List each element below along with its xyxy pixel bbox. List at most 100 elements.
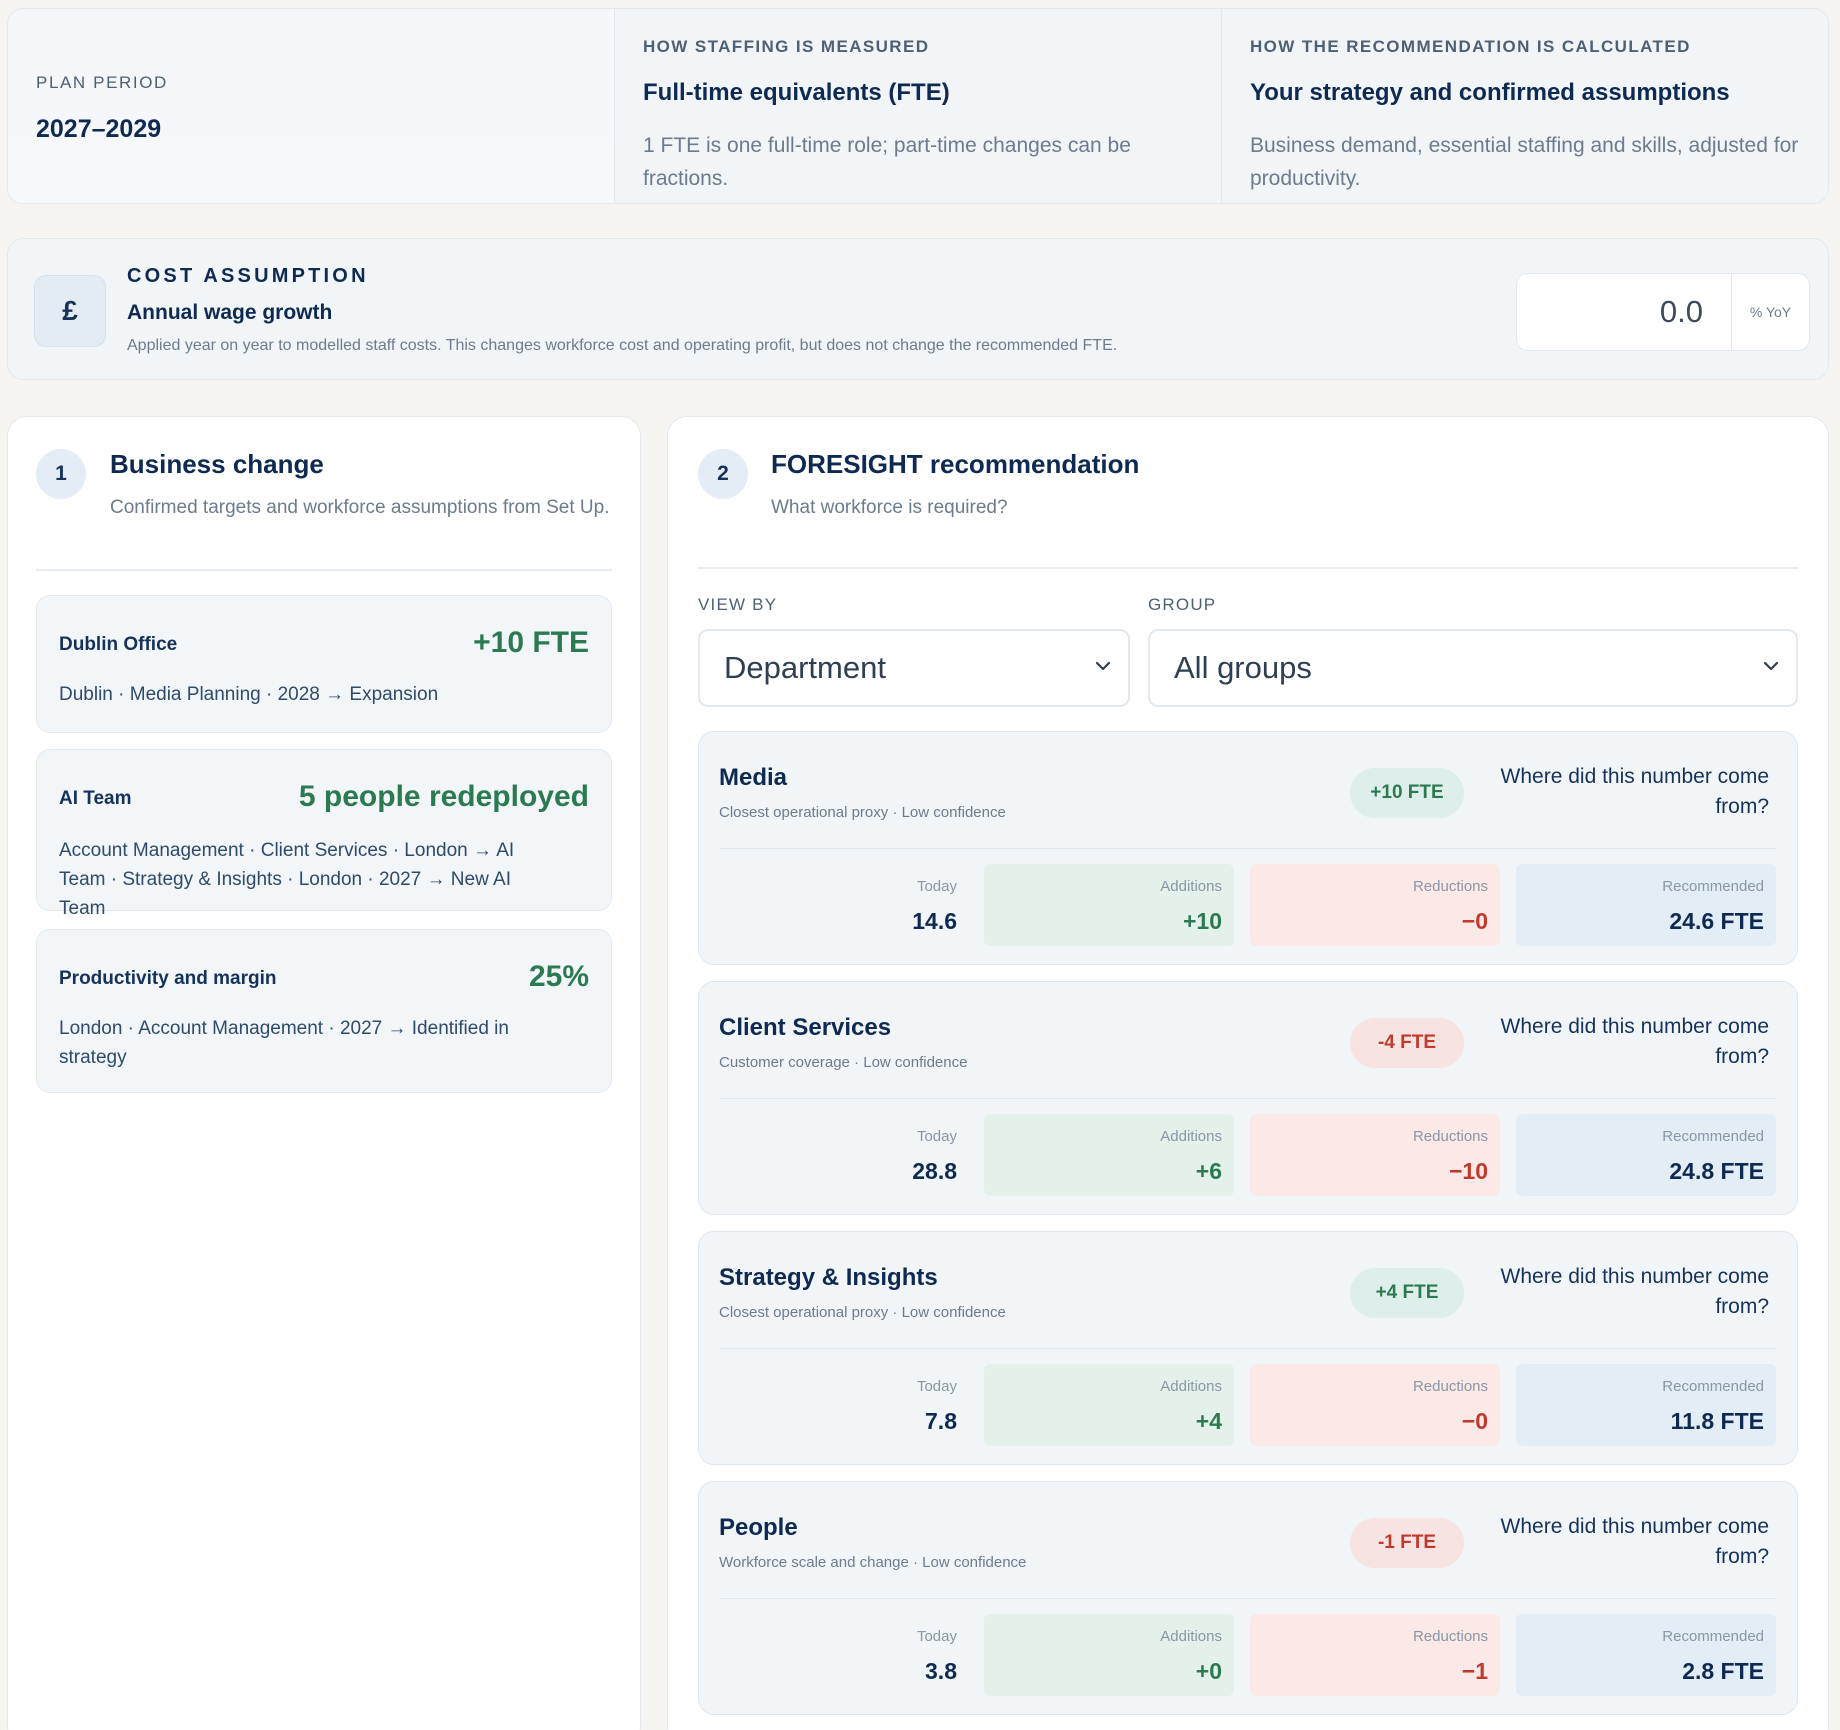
stat-value: 2.8 FTE: [1682, 1658, 1764, 1684]
stat-label: Additions: [1160, 1378, 1222, 1395]
chevron-down-icon: [1763, 661, 1779, 671]
staffing-measure-desc: 1 FTE is one full-time role; part-time c…: [643, 134, 1131, 190]
department-basis: Workforce scale and change · Low confide…: [719, 1554, 1027, 1571]
stat-recommended: Recommended 24.8 FTE: [1516, 1114, 1776, 1196]
department-name: Client Services: [719, 1014, 892, 1041]
business-change-title: Business change: [110, 449, 324, 479]
change-name: Dublin Office: [59, 634, 178, 655]
stat-today: Today 28.8: [719, 1114, 969, 1196]
step-badge-1: 1: [36, 449, 86, 499]
department-divider: [719, 1098, 1777, 1099]
change-card-productivity[interactable]: Productivity and margin 25% London · Acc…: [36, 929, 612, 1093]
business-change-panel: 1 Business change Confirmed targets and …: [7, 416, 641, 1730]
stat-label: Recommended: [1662, 1128, 1764, 1145]
cost-assumption-kicker: COST ASSUMPTION: [127, 265, 369, 287]
stat-additions: Additions +6: [984, 1114, 1234, 1196]
staffing-measure-label: HOW STAFFING IS MEASURED: [643, 37, 930, 56]
stat-label: Reductions: [1412, 1378, 1488, 1395]
calculation-title: Your strategy and confirmed assumptions: [1250, 79, 1730, 106]
number-source-link[interactable]: Where did this number come from?: [1500, 1515, 1769, 1568]
department-card-people: People Workforce scale and change · Low …: [698, 1481, 1798, 1715]
fte-change-badge: -4 FTE: [1350, 1018, 1464, 1068]
stat-label: Today: [916, 878, 957, 895]
department-basis: Closest operational proxy · Low confiden…: [719, 1304, 1006, 1321]
calculation-desc: Business demand, essential staffing and …: [1250, 134, 1799, 190]
stat-recommended: Recommended 24.6 FTE: [1516, 864, 1776, 946]
department-name: Media: [719, 764, 788, 791]
department-card-media: Media Closest operational proxy · Low co…: [698, 731, 1798, 965]
stat-recommended: Recommended 2.8 FTE: [1516, 1614, 1776, 1696]
change-detail: London · Account Management · 2027 → Ide…: [59, 1018, 509, 1068]
group-label: GROUP: [1148, 595, 1217, 614]
stat-label: Reductions: [1412, 878, 1488, 895]
fte-change-badge: +10 FTE: [1350, 768, 1464, 818]
pound-icon: £: [34, 275, 106, 347]
stat-additions: Additions +4: [984, 1364, 1234, 1446]
number-source-link[interactable]: Where did this number come from?: [1500, 1015, 1769, 1068]
stat-label: Today: [916, 1378, 957, 1395]
stat-label: Reductions: [1412, 1628, 1488, 1645]
cost-assumption-card: £ COST ASSUMPTION Annual wage growth App…: [7, 238, 1829, 380]
stat-value: 28.8: [912, 1158, 957, 1184]
stat-label: Additions: [1160, 878, 1222, 895]
wage-growth-title: Annual wage growth: [127, 301, 333, 324]
wage-growth-unit: % YoY: [1731, 274, 1809, 350]
recommendation-divider: [698, 567, 1798, 569]
plan-period-value: 2027–2029: [36, 115, 162, 143]
stat-value: +6: [1195, 1158, 1222, 1184]
stat-label: Reductions: [1412, 1128, 1488, 1145]
stat-today: Today 7.8: [719, 1364, 969, 1446]
stat-value: +0: [1195, 1658, 1222, 1684]
department-basis: Customer coverage · Low confidence: [719, 1054, 968, 1071]
stat-value: −1: [1461, 1658, 1488, 1684]
stat-recommended: Recommended 11.8 FTE: [1516, 1364, 1776, 1446]
wage-growth-desc: Applied year on year to modelled staff c…: [127, 337, 1118, 354]
stat-additions: Additions +10: [984, 864, 1234, 946]
change-value: 5 people redeployed: [298, 780, 589, 813]
recommendation-panel: 2 FORESIGHT recommendation What workforc…: [667, 416, 1829, 1730]
stat-today: Today 14.6: [719, 864, 969, 946]
stat-label: Additions: [1160, 1628, 1222, 1645]
change-value: +10 FTE: [473, 626, 589, 659]
recommendation-subtitle: What workforce is required?: [771, 497, 1008, 518]
stat-label: Today: [916, 1628, 957, 1645]
department-card-strategy-insights: Strategy & Insights Closest operational …: [698, 1231, 1798, 1465]
stat-label: Today: [916, 1128, 957, 1145]
change-detail: Dublin · Media Planning · 2028 → Expansi…: [59, 684, 439, 705]
stat-value: +4: [1195, 1408, 1222, 1434]
department-name: Strategy & Insights: [719, 1264, 938, 1291]
wage-growth-input[interactable]: [1517, 274, 1731, 350]
department-card-client-services: Client Services Customer coverage · Low …: [698, 981, 1798, 1215]
number-source-link[interactable]: Where did this number come from?: [1500, 1265, 1769, 1318]
stat-label: Recommended: [1662, 1378, 1764, 1395]
view-by-select[interactable]: Department: [698, 629, 1130, 707]
change-card-ai-team[interactable]: AI Team 5 people redeployed Account Mana…: [36, 749, 612, 919]
calculation-label: HOW THE RECOMMENDATION IS CALCULATED: [1250, 37, 1691, 56]
group-select[interactable]: All groups: [1148, 629, 1798, 707]
fte-change-badge: -1 FTE: [1350, 1518, 1464, 1568]
change-card-dublin[interactable]: Dublin Office +10 FTE Dublin · Media Pla…: [36, 595, 612, 733]
department-divider: [719, 1598, 1777, 1599]
stat-value: 11.8 FTE: [1670, 1408, 1764, 1434]
stat-label: Recommended: [1662, 878, 1764, 895]
stat-value: 24.8 FTE: [1669, 1158, 1764, 1184]
business-change-subtitle: Confirmed targets and workforce assumpti…: [110, 497, 610, 518]
change-value: 25%: [528, 960, 589, 993]
plan-period-section: PLAN PERIOD 2027–2029: [8, 9, 615, 203]
plan-info-strip: PLAN PERIOD 2027–2029 HOW STAFFING IS ME…: [7, 8, 1829, 204]
staffing-measure-title: Full-time equivalents (FTE): [643, 79, 950, 106]
stat-value: −0: [1461, 908, 1488, 934]
change-name: Productivity and margin: [59, 968, 277, 989]
number-source-link[interactable]: Where did this number come from?: [1500, 765, 1769, 818]
recommendation-title: FORESIGHT recommendation: [771, 449, 1140, 479]
stat-value: +10: [1182, 908, 1222, 934]
step-badge-2: 2: [698, 449, 748, 499]
stat-value: 24.6 FTE: [1669, 908, 1764, 934]
department-divider: [719, 848, 1777, 849]
stat-additions: Additions +0: [984, 1614, 1234, 1696]
staffing-measure-section: HOW STAFFING IS MEASURED Full-time equiv…: [615, 9, 1222, 203]
stat-value: −0: [1461, 1408, 1488, 1434]
stat-reductions: Reductions −0: [1250, 1364, 1500, 1446]
wage-growth-field: % YoY: [1516, 273, 1810, 351]
view-by-value: Department: [724, 650, 886, 685]
